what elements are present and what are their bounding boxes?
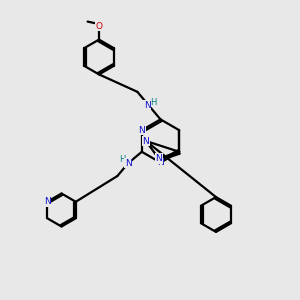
- Text: N: N: [142, 136, 149, 146]
- Text: H: H: [119, 155, 126, 164]
- Text: N: N: [144, 100, 151, 109]
- Text: O: O: [95, 22, 103, 31]
- Text: N: N: [138, 126, 145, 135]
- Text: N: N: [155, 154, 162, 163]
- Text: N: N: [44, 197, 51, 206]
- Text: N: N: [157, 158, 164, 167]
- Text: N: N: [124, 159, 131, 168]
- Text: H: H: [150, 98, 157, 106]
